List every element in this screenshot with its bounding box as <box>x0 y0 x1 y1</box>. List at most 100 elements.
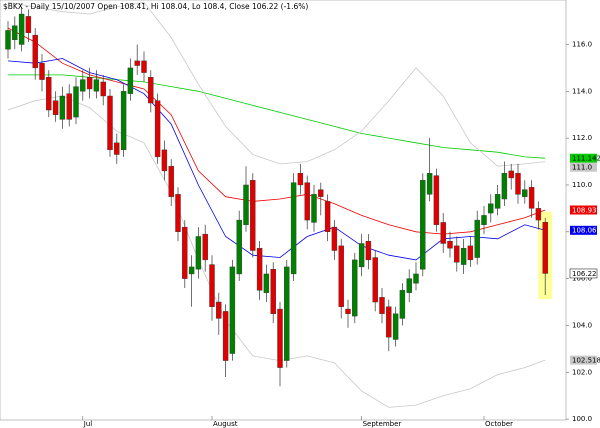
candle-body <box>120 91 127 151</box>
value-box <box>570 205 597 215</box>
candle-body <box>501 173 508 200</box>
candle-body <box>134 60 140 66</box>
candle-body <box>59 95 66 120</box>
value-box-label: 111.142 <box>572 155 600 163</box>
x-tick-label: September <box>363 420 402 428</box>
value-box-label: 102.518 <box>572 356 600 364</box>
y-tick-label: 116.0 <box>572 40 592 48</box>
candle-body <box>236 219 242 275</box>
candle-body <box>263 273 270 293</box>
candle-body <box>182 226 188 279</box>
value-box <box>570 355 597 365</box>
value-box-label: 108.931 <box>572 206 600 214</box>
candle-body <box>39 63 45 80</box>
candle-body <box>270 269 276 314</box>
candle-body <box>284 266 290 361</box>
candle-body <box>32 34 38 69</box>
candle-body <box>86 77 93 90</box>
candle-body <box>318 189 324 197</box>
candle-body <box>379 297 385 314</box>
candle-body <box>481 215 487 225</box>
x-tick-label: Jul <box>83 420 93 428</box>
candle-body <box>454 245 460 263</box>
x-tick-label: August <box>213 420 238 428</box>
candle-body <box>256 247 263 291</box>
candle-layer <box>5 7 548 387</box>
candle-body <box>154 100 161 158</box>
candle-body <box>365 240 372 261</box>
candle-body <box>420 180 426 270</box>
candle-body <box>460 247 467 265</box>
candle-body <box>515 173 521 195</box>
candle-body <box>148 77 154 104</box>
y-tick-label: 110.0 <box>572 181 592 189</box>
candle-body <box>467 245 474 261</box>
moving-average <box>7 27 546 235</box>
candle-body <box>127 67 134 94</box>
y-tick-label: 114.0 <box>572 87 592 95</box>
value-box-label: 106.22 <box>572 270 597 278</box>
candle-body <box>358 243 365 268</box>
x-tick-label: October <box>485 420 513 428</box>
y-tick-label: 104.0 <box>572 321 592 329</box>
value-box <box>570 162 597 172</box>
candle-body <box>209 264 215 307</box>
candle-body <box>494 194 501 209</box>
plot-frame <box>0 0 567 421</box>
axis-layer: 100.0102.0104.0106.0108.0110.0112.0114.0… <box>82 40 600 428</box>
candle-body <box>413 273 419 284</box>
value-box-label: 111.0 <box>572 164 592 172</box>
candle-body <box>304 182 310 221</box>
value-box <box>570 225 597 235</box>
candle-body <box>345 308 351 314</box>
moving-average <box>7 1 546 167</box>
candle-body <box>161 149 168 172</box>
candle-body <box>324 201 331 232</box>
candle-body <box>52 100 59 115</box>
candle-body <box>426 173 433 195</box>
y-tick-label: 102.0 <box>572 368 592 376</box>
candle-body <box>433 175 440 225</box>
candle-body <box>141 60 147 73</box>
candle-body <box>474 219 480 258</box>
candle-body <box>25 16 32 33</box>
candle-body <box>331 226 338 251</box>
candle-body <box>386 306 392 338</box>
candle-body <box>508 170 514 179</box>
candle-body <box>290 182 297 275</box>
candle-body <box>80 79 86 92</box>
candle-body <box>216 301 222 319</box>
candle-body <box>522 189 528 197</box>
candle-body <box>542 221 548 274</box>
y-tick-label: 112.0 <box>572 134 592 142</box>
value-box-label: 108.063 <box>572 227 600 235</box>
candle-body <box>202 233 208 261</box>
candle-body <box>12 25 18 41</box>
candle-body <box>188 266 195 275</box>
candle-body <box>488 203 494 214</box>
candle-body <box>440 222 446 244</box>
candle-body <box>392 313 399 340</box>
value-box <box>569 268 598 279</box>
candle-body <box>195 236 202 270</box>
candle-body <box>250 180 256 251</box>
candle-body <box>399 290 406 319</box>
candle-body <box>107 95 113 151</box>
value-box <box>570 153 597 163</box>
candle-body <box>229 266 236 354</box>
candle-body <box>66 93 72 120</box>
candle-body <box>352 259 358 317</box>
candle-body <box>5 30 11 50</box>
candle-body <box>18 13 25 45</box>
candle-body <box>100 81 106 97</box>
candle-body <box>93 79 100 92</box>
y-tick-label: 100.0 <box>572 415 592 423</box>
candle-body <box>46 77 52 111</box>
candle-body <box>528 187 535 209</box>
moving-average <box>7 58 546 261</box>
candle-body <box>535 208 542 221</box>
candle-body <box>222 311 229 361</box>
candle-body <box>175 194 181 232</box>
candle-body <box>168 166 174 197</box>
